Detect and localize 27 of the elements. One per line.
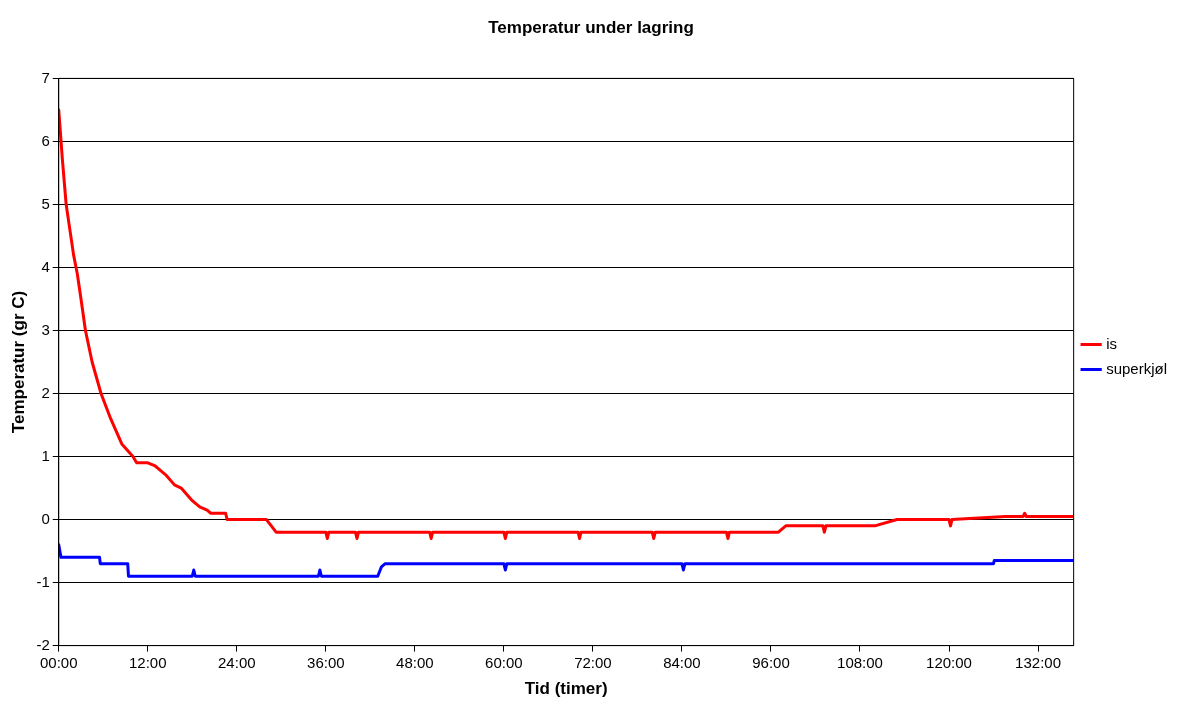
x-tick-label: 24:00 (218, 653, 256, 671)
legend-label: is (1106, 334, 1117, 352)
x-tick-label: 60:00 (485, 653, 523, 671)
y-tick-label: -2 (36, 635, 50, 653)
x-tick-label: 96:00 (752, 653, 790, 671)
y-tick-label: 2 (41, 383, 50, 401)
y-tick-label: -1 (36, 572, 50, 590)
x-tick-label: 00:00 (39, 653, 78, 671)
x-axis-title: Tid (timer) (524, 679, 608, 699)
x-tick-label: 120:00 (926, 653, 972, 671)
x-tick-label: 48:00 (396, 653, 434, 671)
y-tick-label: 3 (41, 320, 50, 338)
chart-title: Temperatur under lagring (488, 17, 694, 37)
y-tick-label: 7 (41, 68, 50, 86)
x-tick-label: 36:00 (307, 653, 345, 671)
y-tick-label: 1 (41, 446, 50, 464)
y-axis-title: Temperatur (gr C) (8, 290, 28, 434)
y-tick-label: 0 (41, 509, 50, 527)
x-tick-label: 84:00 (663, 653, 701, 671)
y-tick-label: 4 (41, 257, 50, 275)
y-tick-label: 5 (41, 194, 50, 212)
legend-label: superkjøl (1106, 359, 1168, 377)
x-tick-label: 108:00 (837, 653, 883, 671)
y-tick-label: 6 (41, 131, 50, 149)
x-tick-label: 72:00 (574, 653, 612, 671)
x-tick-label: 12:00 (128, 653, 167, 671)
x-tick-label: 132:00 (1015, 653, 1061, 671)
